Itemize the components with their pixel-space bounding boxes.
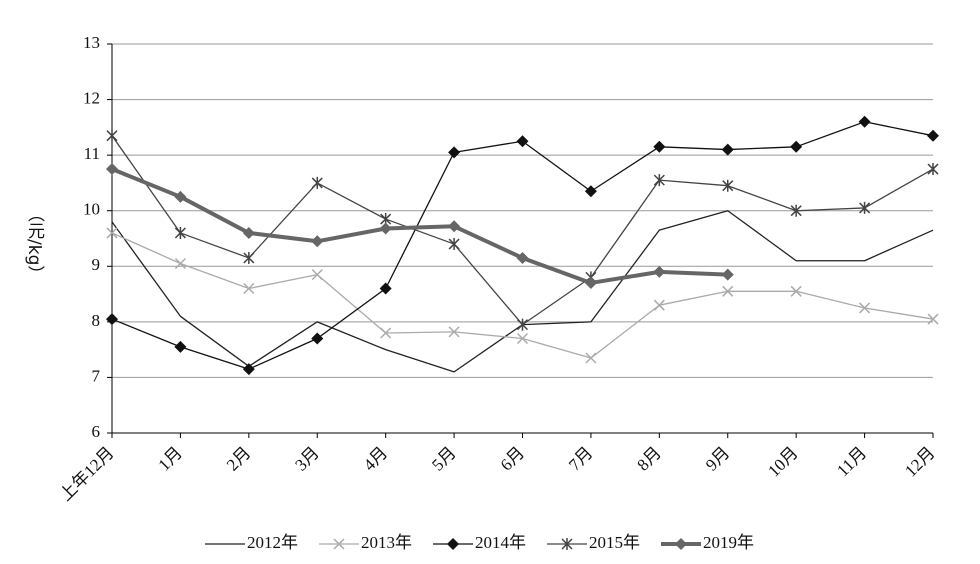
legend-marker <box>561 538 573 550</box>
y-axis-label: （元/kg） <box>24 205 44 283</box>
point <box>722 179 734 192</box>
point <box>790 140 803 153</box>
point <box>243 251 255 264</box>
legend-label: 2019年 <box>703 533 754 552</box>
x-tick-label: 2月 <box>223 443 254 474</box>
point <box>927 129 939 142</box>
legend-item: 2014年 <box>433 533 526 552</box>
point <box>584 185 597 198</box>
point <box>174 190 187 203</box>
legend-label: 2013年 <box>361 533 412 552</box>
legend-label: 2012年 <box>247 533 298 552</box>
point <box>790 285 802 297</box>
x-tick-label: 7月 <box>565 443 596 474</box>
x-tick-label: 3月 <box>291 443 322 474</box>
point <box>242 226 255 239</box>
point <box>448 326 460 338</box>
point <box>584 276 597 289</box>
x-tick-label: 4月 <box>360 443 391 474</box>
point <box>721 143 734 156</box>
legend-item: 2013年 <box>319 533 412 552</box>
point <box>174 226 186 239</box>
point <box>721 268 734 281</box>
series-line <box>111 121 934 370</box>
point <box>927 313 939 325</box>
x-tick-label: 9月 <box>702 443 733 474</box>
point <box>516 332 529 345</box>
point <box>106 129 118 142</box>
point <box>448 220 461 233</box>
point <box>174 340 187 353</box>
legend-item: 2015年 <box>547 533 640 552</box>
legend-marker <box>675 538 687 550</box>
point <box>790 204 802 217</box>
y-tick-label: 8 <box>92 311 101 330</box>
point <box>243 282 255 295</box>
series-line <box>111 135 934 326</box>
point <box>380 327 392 339</box>
x-tick-label: 1月 <box>155 443 186 474</box>
x-tick-label: 6月 <box>497 443 528 474</box>
x-tick-label: 上年12月 <box>56 443 118 505</box>
point <box>379 282 392 295</box>
point <box>379 222 392 235</box>
x-tick-label: 12月 <box>901 443 938 480</box>
point <box>242 363 255 376</box>
point <box>311 269 323 281</box>
point <box>516 251 529 264</box>
point <box>174 257 186 270</box>
point <box>106 313 118 326</box>
point <box>585 352 597 364</box>
legend-label: 2015年 <box>589 533 640 552</box>
point <box>311 235 324 248</box>
point <box>311 332 324 345</box>
point <box>106 227 118 239</box>
point <box>653 299 665 311</box>
y-tick-label: 12 <box>83 88 100 107</box>
point <box>927 163 939 176</box>
x-tick-label: 10月 <box>764 443 801 480</box>
point <box>653 140 666 153</box>
legend-marker <box>447 538 459 550</box>
y-tick-label: 7 <box>92 366 101 385</box>
point <box>516 135 529 148</box>
point <box>311 176 323 189</box>
legend-marker <box>333 538 345 550</box>
series-line <box>111 167 728 285</box>
y-tick-label: 10 <box>83 200 100 219</box>
point <box>653 174 665 187</box>
point <box>448 238 460 251</box>
point <box>859 302 871 314</box>
point <box>516 318 529 331</box>
y-tick-label: 9 <box>92 255 101 274</box>
legend-item: 2012年 <box>205 533 298 552</box>
y-tick-label: 13 <box>83 33 100 52</box>
point <box>106 163 118 176</box>
legend-item: 2019年 <box>661 533 754 552</box>
x-tick-label: 11月 <box>833 443 870 480</box>
point <box>858 115 871 128</box>
x-tick-label: 8月 <box>633 443 664 474</box>
y-tick-label: 6 <box>92 422 101 441</box>
point <box>722 285 734 297</box>
y-tick-label: 11 <box>84 144 100 163</box>
point <box>653 265 666 278</box>
legend-label: 2014年 <box>475 533 526 552</box>
series-line <box>111 210 934 373</box>
point <box>448 146 461 159</box>
point <box>859 201 871 214</box>
x-tick-label: 5月 <box>428 443 459 474</box>
